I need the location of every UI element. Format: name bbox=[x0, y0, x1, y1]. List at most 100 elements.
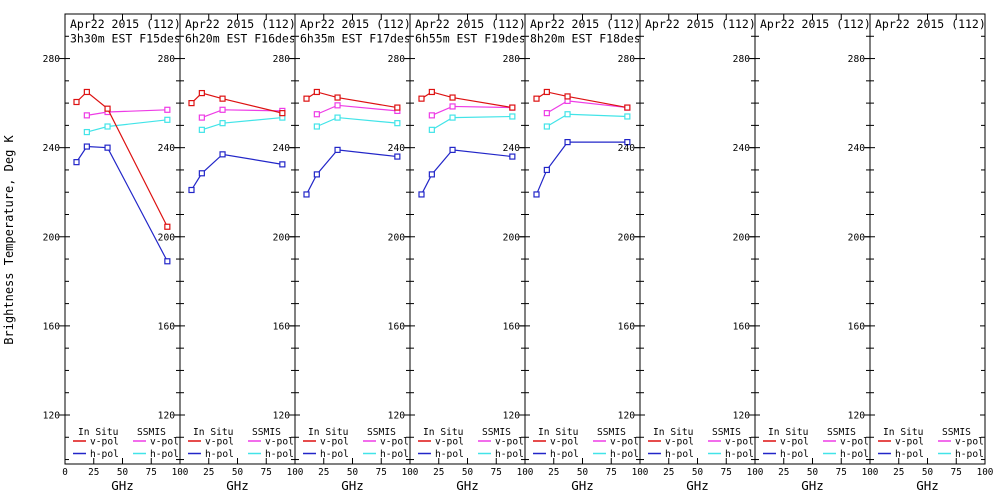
x-tick-label: 75 bbox=[836, 467, 847, 478]
ssmis_v-marker bbox=[334, 102, 341, 109]
y-tick-label: 120 bbox=[388, 410, 406, 421]
legend-label-hpol: h-pol bbox=[725, 449, 754, 460]
x-tick-label: 25 bbox=[778, 467, 789, 478]
x-tick-label: 75 bbox=[606, 467, 617, 478]
ssmis_v-marker bbox=[313, 111, 320, 118]
ssmis_h-marker bbox=[509, 113, 516, 120]
panel-title-date: Apr22 2015 (112) bbox=[300, 17, 411, 31]
y-tick-label: 240 bbox=[848, 143, 866, 154]
insitu_v-marker bbox=[394, 104, 401, 111]
insitu_h-marker bbox=[533, 191, 540, 198]
legend-label-vpol: v-pol bbox=[610, 437, 639, 448]
panel-2: 120 160 200 240 280 25 50 75 100 GHz Apr22 2015 (1… bbox=[158, 13, 304, 493]
panel-title-box: Apr22 2015 (112) bbox=[760, 17, 871, 31]
insitu_h-marker bbox=[279, 161, 286, 168]
ssmis_h-marker bbox=[334, 114, 341, 121]
x-axis-title: GHz bbox=[226, 478, 249, 493]
y-tick-label: 160 bbox=[388, 321, 406, 332]
panel5-ssmis_v-line bbox=[546, 100, 628, 114]
x-axis-title: GHz bbox=[571, 478, 594, 493]
y-tick-label: 120 bbox=[273, 410, 291, 421]
panel-title-box: Apr22 2015 (112)6h20m EST F16desc bbox=[185, 17, 296, 46]
ssmis_v-marker bbox=[198, 114, 205, 121]
y-tick-label: 160 bbox=[848, 321, 866, 332]
x-tick-label: 50 bbox=[692, 467, 703, 478]
insitu_h-marker bbox=[564, 138, 571, 146]
insitu_v-marker bbox=[83, 88, 90, 96]
insitu_v-marker bbox=[219, 95, 226, 102]
legend-header-insitu: In Situ bbox=[768, 427, 808, 438]
ssmis_h-marker bbox=[219, 120, 226, 127]
insitu_v-marker bbox=[198, 89, 205, 97]
legend-label-hpol: h-pol bbox=[955, 449, 984, 460]
y-tick-label: 120 bbox=[503, 410, 521, 421]
panel-title-pass: 6h55m EST F19desc bbox=[415, 32, 533, 46]
panel3-ssmis_h-line bbox=[316, 116, 398, 128]
insitu_v-marker bbox=[73, 98, 80, 106]
y-tick-label: 120 bbox=[158, 410, 176, 421]
insitu_h-marker bbox=[449, 146, 456, 153]
insitu_v-marker bbox=[303, 95, 310, 102]
legend-label-hpol: h-pol bbox=[380, 449, 409, 460]
panel-title-date: Apr22 2015 (112) bbox=[760, 17, 871, 31]
panel-title-pass: 8h20m EST F18desc bbox=[530, 32, 648, 46]
panel-title-date: Apr22 2015 (112) bbox=[70, 17, 181, 31]
insitu_h-marker bbox=[73, 159, 80, 166]
legend-label-vpol: v-pol bbox=[780, 437, 809, 448]
x-tick-label: 0 bbox=[62, 467, 68, 478]
panel-title-date: Apr22 2015 (112) bbox=[185, 17, 296, 31]
ssmis_h-marker bbox=[394, 120, 401, 127]
legend-label-hpol: h-pol bbox=[610, 449, 639, 460]
x-tick-label: 100 bbox=[287, 467, 304, 478]
panel2-ssmis_h-line bbox=[201, 116, 283, 131]
y-tick-label: 200 bbox=[273, 232, 291, 243]
y-tick-label: 240 bbox=[618, 143, 636, 154]
x-tick-label: 75 bbox=[261, 467, 272, 478]
ssmis_v-marker bbox=[543, 110, 550, 117]
panel-title-box: Apr22 2015 (112)6h35m EST F17desc bbox=[300, 17, 411, 46]
legend-label-hpol: h-pol bbox=[895, 449, 924, 460]
y-tick-label: 200 bbox=[618, 232, 636, 243]
y-tick-label: 280 bbox=[618, 54, 636, 65]
legend-header-insitu: In Situ bbox=[883, 427, 923, 438]
legend-label-vpol: v-pol bbox=[895, 437, 924, 448]
legend-header-ssmis: SSMIS bbox=[827, 427, 856, 438]
legend-header-ssmis: SSMIS bbox=[367, 427, 396, 438]
panel-title-date: Apr22 2015 (112) bbox=[415, 17, 526, 31]
ssmis_h-marker bbox=[198, 126, 205, 133]
legend-label-hpol: h-pol bbox=[495, 449, 524, 460]
ssmis_v-marker bbox=[449, 103, 456, 110]
legend-label-vpol: v-pol bbox=[90, 437, 119, 448]
insitu_h-marker bbox=[164, 258, 171, 265]
insitu_h-marker bbox=[219, 151, 226, 158]
panel3-insitu_h-line bbox=[305, 149, 398, 195]
ssmis_v-marker bbox=[164, 106, 171, 113]
legend-label-hpol: h-pol bbox=[150, 449, 179, 460]
y-tick-label: 160 bbox=[43, 321, 61, 332]
insitu_h-marker bbox=[394, 153, 401, 160]
x-tick-label: 25 bbox=[203, 467, 214, 478]
y-tick-label: 160 bbox=[733, 321, 751, 332]
y-tick-label: 120 bbox=[848, 410, 866, 421]
insitu_v-marker bbox=[543, 88, 550, 96]
legend-header-ssmis: SSMIS bbox=[252, 427, 281, 438]
x-axis-title: GHz bbox=[456, 478, 479, 493]
legend-label-vpol: v-pol bbox=[435, 437, 464, 448]
y-tick-label: 240 bbox=[43, 143, 61, 154]
insitu_h-marker bbox=[303, 191, 310, 198]
panel1-ssmis_v-line bbox=[86, 109, 168, 116]
y-tick-label: 160 bbox=[503, 321, 521, 332]
panel4-insitu_v-line bbox=[421, 91, 513, 109]
legend-label-hpol: h-pol bbox=[665, 449, 694, 460]
x-axis-title: GHz bbox=[341, 478, 364, 493]
x-tick-label: 75 bbox=[376, 467, 387, 478]
x-tick-label: 50 bbox=[347, 467, 358, 478]
legend-label-hpol: h-pol bbox=[840, 449, 869, 460]
y-tick-label: 200 bbox=[388, 232, 406, 243]
x-axis-title: GHz bbox=[801, 478, 824, 493]
ssmis_h-marker bbox=[543, 123, 550, 130]
